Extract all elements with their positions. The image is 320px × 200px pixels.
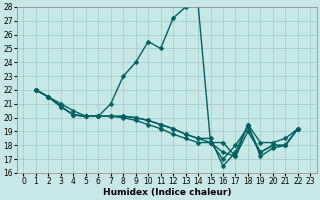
X-axis label: Humidex (Indice chaleur): Humidex (Indice chaleur)	[103, 188, 231, 197]
